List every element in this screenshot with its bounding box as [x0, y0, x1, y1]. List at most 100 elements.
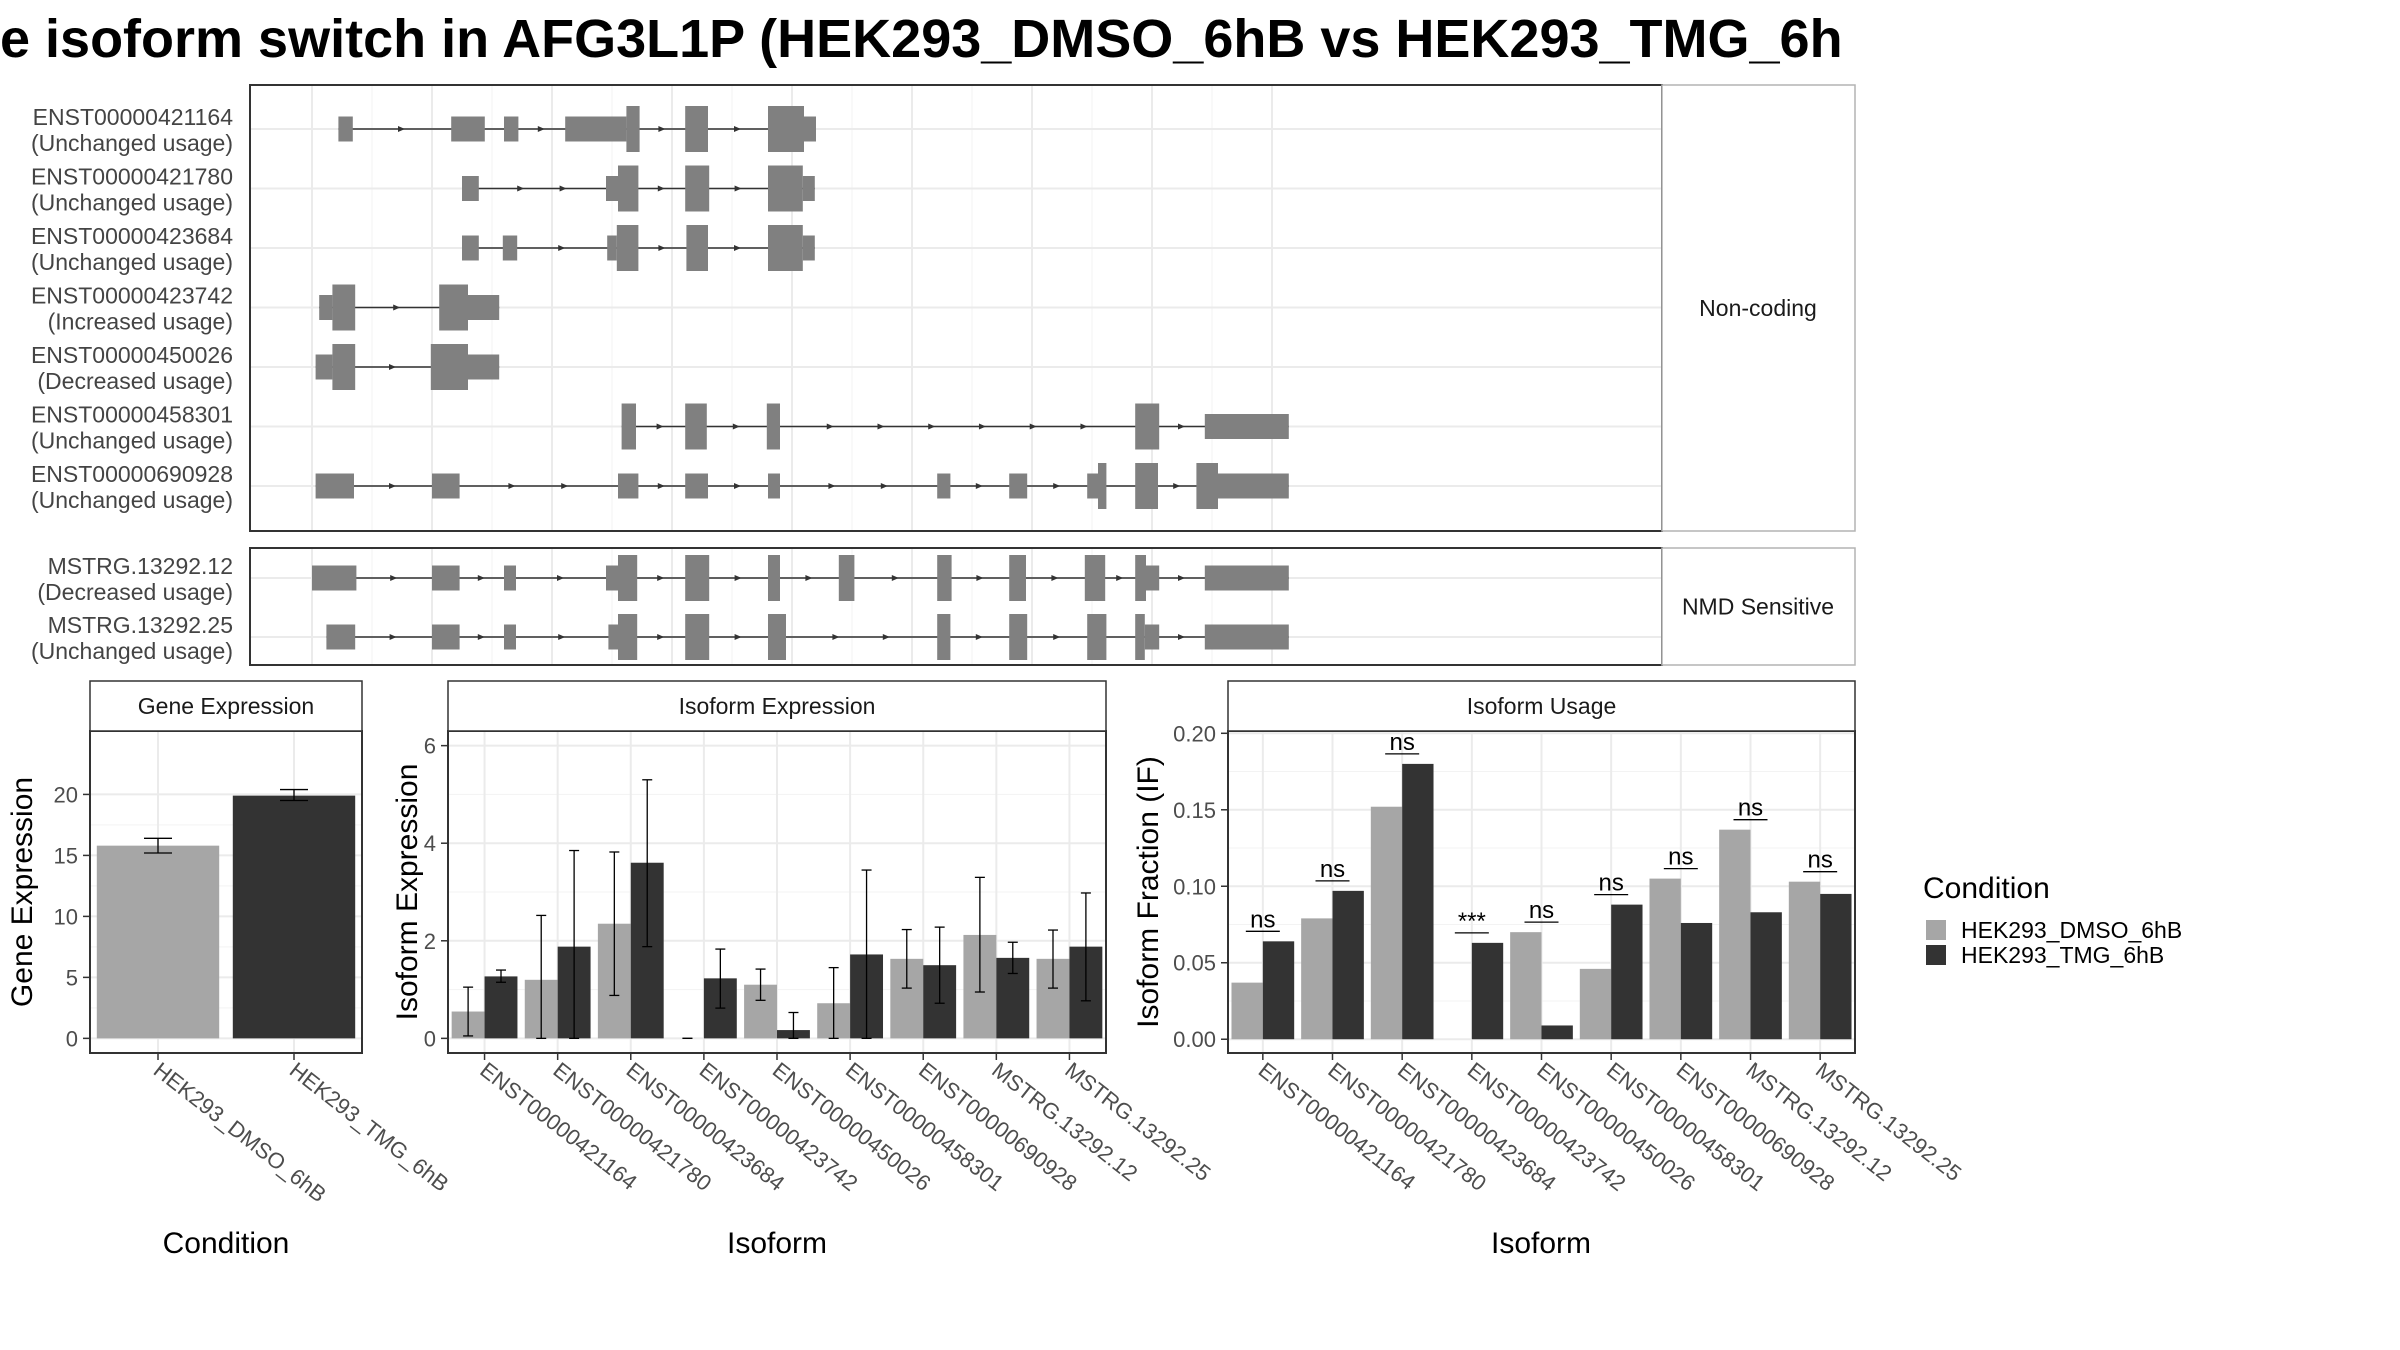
bar-HEK293_DMSO_6hB	[96, 845, 220, 1039]
exon-block	[1087, 614, 1107, 660]
intron-arrow	[1116, 575, 1124, 581]
bar-ENST00000690928-dmso	[1649, 878, 1681, 1040]
bar-ENST00000423684-dmso	[1370, 806, 1403, 1040]
transcript-ENST00000423684	[462, 225, 815, 271]
significance-label: ns	[1389, 729, 1414, 756]
exon-block	[1135, 403, 1160, 450]
bar-ENST00000450026-tmg	[1541, 1025, 1573, 1040]
intron-arrow	[657, 575, 665, 581]
exon-block	[685, 473, 708, 499]
intron-arrow	[657, 185, 665, 192]
exon-block	[332, 344, 356, 390]
x-axis-title: Isoform	[1491, 1227, 1591, 1260]
facet-strip	[1661, 547, 1856, 666]
exon-block	[1087, 473, 1098, 499]
intron-arrow	[658, 126, 666, 132]
intron-arrow	[537, 126, 545, 132]
intron-arrow	[390, 575, 398, 581]
intron-arrow	[657, 483, 665, 489]
intron-arrow	[975, 483, 983, 489]
y-tick-label: 15	[54, 843, 78, 868]
y-tick-label: 4	[424, 831, 436, 856]
intron-arrow	[734, 185, 742, 192]
significance-label: ***	[1458, 908, 1486, 935]
exon-block	[608, 624, 618, 650]
exon-block	[685, 614, 710, 660]
exon-block	[504, 565, 516, 591]
exon-block	[1144, 624, 1160, 650]
structure-panel-non-coding: Non-coding	[249, 84, 1856, 532]
intron-arrow	[1173, 483, 1181, 489]
y-axis-title: Gene Expression	[6, 777, 39, 1007]
y-tick-label: 0.05	[1173, 951, 1216, 976]
exon-block	[315, 473, 354, 499]
facet-strip-label: Non-coding	[1699, 295, 1817, 321]
y-tick-label: 0	[66, 1026, 78, 1051]
y-tick-label: 20	[54, 782, 78, 807]
exon-block	[468, 354, 500, 380]
exon-block	[1204, 414, 1289, 439]
facet-strip-label: Gene Expression	[138, 693, 314, 719]
bar-MSTRG.13292.12-tmg	[1750, 912, 1782, 1040]
exon-block	[432, 624, 460, 650]
y-tick-label: 6	[424, 734, 436, 759]
transcript-label-id: ENST00000421780	[31, 164, 233, 190]
y-tick-label: 0.00	[1173, 1027, 1216, 1052]
exon-block	[618, 555, 638, 601]
bar-ENST00000421164-tmg	[1262, 941, 1295, 1040]
bar-MSTRG.13292.25-dmso	[1788, 881, 1821, 1040]
legend-swatch-tmg	[1926, 945, 1946, 965]
isoform-expression-chart: Isoform Expression0246ENST00000421164ENS…	[391, 680, 1215, 1260]
intron-arrow	[882, 634, 890, 640]
facet-strip	[89, 680, 363, 732]
intron-arrow	[891, 575, 899, 581]
transcript-ENST00000450026	[315, 344, 500, 390]
exon-block	[1218, 473, 1289, 499]
intron-arrow	[558, 245, 566, 251]
significance-label: ns	[1320, 856, 1345, 883]
transcript-label-status: (Unchanged usage)	[31, 249, 233, 275]
intron-arrow	[657, 634, 665, 640]
transcript-label-status: (Unchanged usage)	[31, 190, 233, 216]
exon-block	[804, 116, 816, 142]
intron-arrow	[734, 634, 742, 640]
exon-block	[838, 555, 855, 601]
bar-ENST00000421780-tmg	[1332, 890, 1364, 1040]
exon-block	[430, 344, 468, 390]
facet-strip	[447, 680, 1107, 732]
intron-arrow	[517, 185, 525, 192]
transcript-structure-plot: Non-coding ENST00000421164 (Unchanged usag…	[31, 84, 1856, 666]
y-tick-label: 0.10	[1173, 874, 1216, 899]
y-axis-title: Isoform Expression	[391, 764, 424, 1021]
significance-label: ns	[1529, 897, 1554, 924]
significance-label: ns	[1598, 870, 1623, 897]
transcript-ENST00000458301	[621, 403, 1289, 450]
intron-arrow	[928, 423, 936, 430]
intron-arrow	[1178, 575, 1185, 581]
intron-arrow	[734, 245, 741, 251]
x-axis-title: Isoform	[727, 1227, 827, 1260]
exon-block	[937, 473, 951, 499]
transcript-label-status: (Decreased usage)	[37, 579, 233, 605]
exon-block	[618, 473, 639, 499]
exon-block	[606, 176, 618, 201]
intron-arrow	[1051, 575, 1059, 581]
transcript-label-id: ENST00000421164	[33, 104, 234, 130]
y-tick-label: 0.15	[1173, 798, 1216, 823]
y-tick-label: 5	[66, 965, 78, 990]
bar-ENST00000458301-tmg	[1611, 904, 1643, 1040]
exon-block	[439, 284, 468, 331]
exon-block	[312, 565, 357, 591]
exon-block	[1009, 473, 1028, 499]
transcript-ENST00000423742	[319, 284, 500, 331]
exon-block	[451, 116, 485, 142]
exon-block	[1146, 565, 1160, 591]
bar-ENST00000421164-tmg	[484, 976, 518, 1039]
exon-block	[618, 614, 638, 660]
intron-arrow	[826, 423, 834, 430]
exon-block	[326, 624, 356, 650]
exon-block	[768, 225, 803, 271]
exon-block	[315, 354, 333, 380]
significance-label: ns	[1250, 906, 1275, 933]
intron-arrow	[828, 483, 836, 489]
